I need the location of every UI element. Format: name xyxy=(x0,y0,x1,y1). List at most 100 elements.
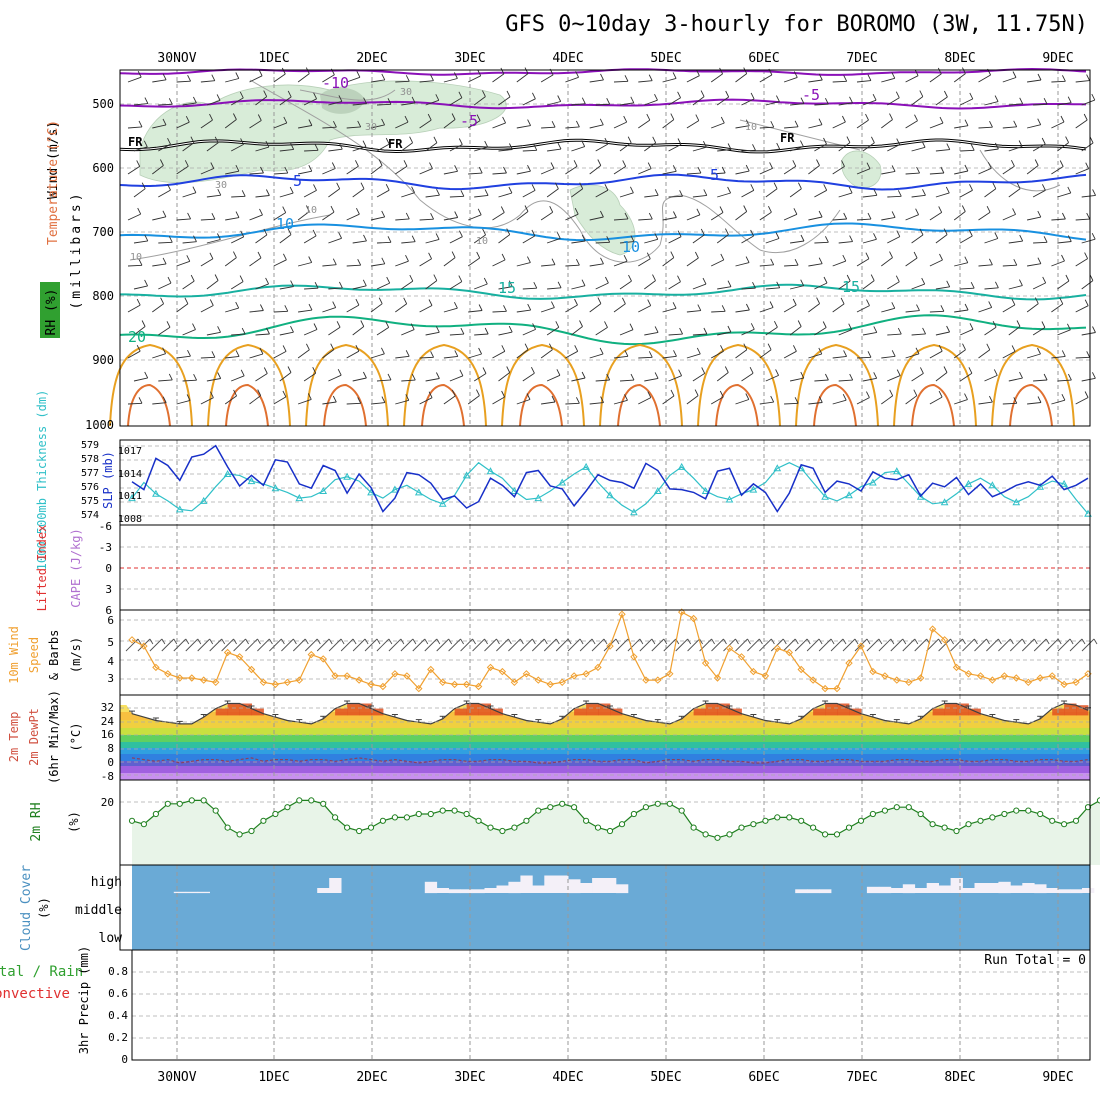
wind-barb xyxy=(692,146,707,152)
wind-barb-feather xyxy=(776,281,781,289)
wind10m-barb xyxy=(173,638,187,652)
wind-barb xyxy=(298,125,312,129)
cloud-level-middle: middle xyxy=(75,903,122,918)
wind-speed-marker xyxy=(570,672,578,680)
temperature-warm-cap xyxy=(454,708,467,716)
wind-barb xyxy=(905,257,918,267)
wind-speed-marker xyxy=(881,672,889,680)
rh2m-marker xyxy=(1001,810,1008,818)
wind10m-barb-feather xyxy=(723,638,727,645)
cloud-clear-bar xyxy=(544,875,557,893)
wind10m-barb-feather xyxy=(197,638,202,645)
thickness-marker xyxy=(916,492,925,500)
temperature-color-band xyxy=(120,773,1090,780)
wind10m-barb-feather xyxy=(651,638,656,645)
wind-barb-feather xyxy=(138,120,143,128)
wind10m-barb-feather xyxy=(842,638,847,645)
wind-barb-feather xyxy=(336,321,341,328)
wind10m-barb xyxy=(1057,638,1071,652)
wind10m-barb xyxy=(842,638,856,652)
wind-barb-feather xyxy=(646,252,651,259)
wind-barb xyxy=(887,281,900,290)
wind-barb xyxy=(783,165,797,175)
wind-barb-feather xyxy=(701,367,706,374)
wind-barb xyxy=(395,121,409,129)
wind-barb-feather xyxy=(168,373,173,381)
wind-barb-feather xyxy=(946,143,951,150)
wind10m-barb xyxy=(651,638,665,652)
wind-barb xyxy=(565,213,579,221)
wind-barb-feather xyxy=(550,301,555,308)
wind-barb xyxy=(176,218,191,221)
rh2m-marker xyxy=(344,824,351,831)
wind-barb-feather xyxy=(1059,160,1064,167)
wind-barb-feather xyxy=(454,350,459,357)
wind-barb xyxy=(1002,351,1016,359)
wind10m-barb-feather xyxy=(794,638,799,645)
stability-panel: -6 -3 0 3 6 Lifted Index CAPE (J/kg) xyxy=(35,520,1091,617)
thickness-tick-label: 579 xyxy=(81,440,99,451)
wind-barb xyxy=(449,333,464,336)
wind10m-barb-feather xyxy=(962,638,966,645)
wind-barb xyxy=(395,303,407,313)
wind-speed-marker xyxy=(725,644,734,653)
wind-barb-feather xyxy=(752,281,756,289)
wind-barb xyxy=(1027,263,1041,267)
wind-barb-feather xyxy=(141,320,146,327)
wind-barb-feather xyxy=(557,281,562,289)
wind-barb xyxy=(838,241,853,244)
wind-barb-feather xyxy=(750,184,755,191)
thickness-marker xyxy=(343,472,351,480)
wind-barb-feather xyxy=(694,389,699,396)
wind-barb xyxy=(978,211,991,221)
wind-barb-feather xyxy=(1019,97,1024,105)
wind10m-barb-feather xyxy=(711,638,715,645)
wind-barb-feather xyxy=(873,372,878,379)
wind-barb-feather xyxy=(989,120,993,128)
wind-barb-feather xyxy=(144,371,149,379)
wind-barb xyxy=(589,353,604,359)
cloud-clear-bar xyxy=(866,886,880,894)
wind-barb xyxy=(419,218,434,221)
temperature-mask xyxy=(120,695,1090,724)
wind-barb-feather xyxy=(818,73,823,81)
wind-barb xyxy=(225,307,239,313)
pressure-tick-label: 600 xyxy=(92,161,114,175)
cloud-clear-bar xyxy=(1046,888,1059,893)
wind-barb xyxy=(1008,240,1023,244)
wind-barb-feather xyxy=(752,144,756,151)
near-surface-contour-inner xyxy=(421,383,465,427)
wind-speed-marker xyxy=(164,670,172,678)
wind10m-barb-feather xyxy=(1093,638,1098,645)
wind-barb xyxy=(887,333,902,336)
wind10m-barb-feather xyxy=(878,638,883,645)
wind-barb-feather xyxy=(750,229,755,237)
wind-barb xyxy=(881,395,893,405)
wind-barb xyxy=(346,402,361,405)
wind10m-barb-feather xyxy=(281,638,285,645)
wind-barb-feather xyxy=(629,323,634,330)
wind-barb-feather xyxy=(574,298,578,306)
wind-barb xyxy=(498,96,511,106)
wind-speed-marker xyxy=(1000,672,1009,680)
thickness-marker xyxy=(295,494,304,502)
wind-barb xyxy=(376,189,390,198)
wind10m-barb xyxy=(1021,638,1035,652)
wind-barb xyxy=(370,79,385,83)
wind-barb-feather xyxy=(428,299,433,306)
wind-barb xyxy=(613,80,629,83)
wind-barb-feather xyxy=(1037,210,1042,218)
wind-barb-feather xyxy=(745,164,750,172)
wind-barb-feather xyxy=(144,279,149,287)
wind-barb-feather xyxy=(767,343,772,350)
wind-barb-feather xyxy=(287,366,292,373)
wind-speed-marker xyxy=(223,648,232,657)
cloud-clear-bar xyxy=(556,875,569,893)
wind-barb xyxy=(182,142,195,152)
temperature-warm-cap xyxy=(968,708,981,716)
wind-barb-feather xyxy=(677,230,682,237)
wind-barb-feather xyxy=(332,258,337,265)
wind-barb xyxy=(638,397,652,405)
wind-barb-feather xyxy=(969,184,973,191)
wind-barb-feather xyxy=(794,258,799,266)
